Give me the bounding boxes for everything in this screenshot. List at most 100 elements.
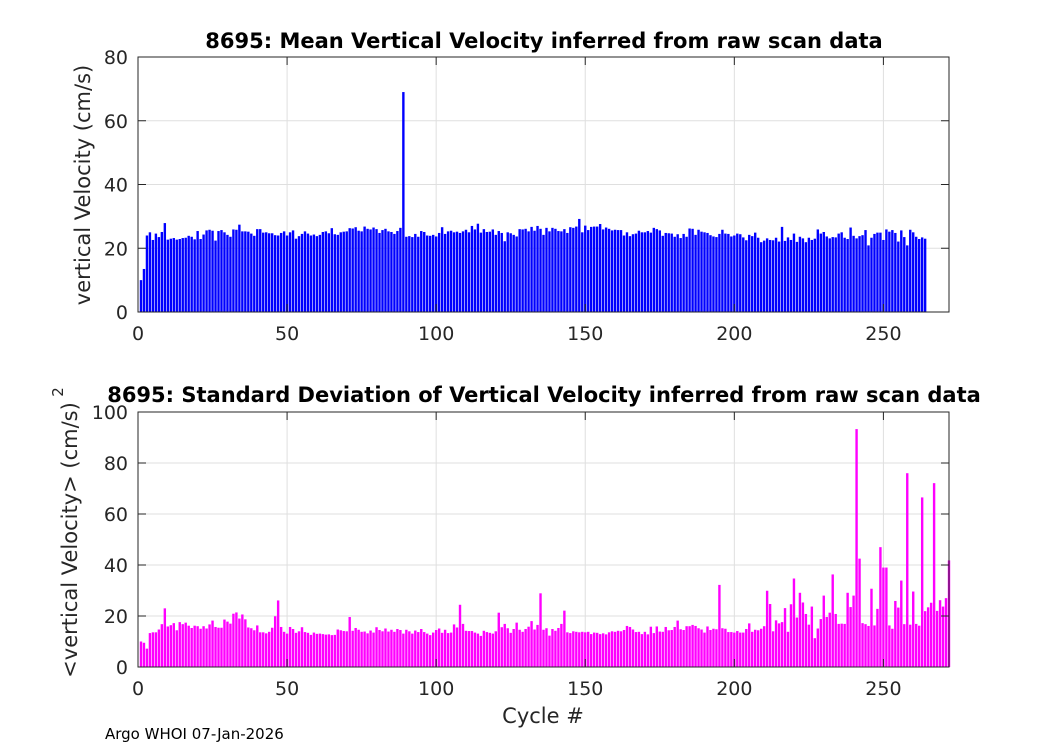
mean-bar (303, 231, 307, 312)
mean-bar (768, 239, 772, 312)
std-x-tick-label: 100 (418, 678, 454, 700)
mean-bar (843, 237, 846, 312)
mean-bar (700, 231, 703, 312)
mean-bar (774, 237, 778, 312)
std-bar (279, 626, 283, 667)
std-bar (828, 612, 831, 667)
std-bar (661, 631, 664, 667)
mean-bar (163, 223, 167, 312)
mean-ticks (137, 56, 949, 313)
mean-y-tick-label: 80 (104, 47, 128, 69)
mean-bar (652, 227, 656, 312)
std-bar (414, 630, 417, 667)
std-bar (810, 606, 814, 667)
mean-bar (223, 232, 226, 312)
std-bar (900, 580, 903, 667)
mean-bar (542, 234, 545, 312)
mean-bar (306, 233, 310, 312)
mean-bar (363, 226, 366, 312)
std-bar (634, 632, 638, 667)
mean-bar (408, 236, 411, 312)
mean-bar (190, 236, 193, 312)
std-bar (372, 632, 375, 667)
std-bar (578, 632, 581, 667)
std-bar (944, 598, 948, 667)
mean-bar (235, 229, 238, 312)
std-y-tick-label: 0 (116, 657, 128, 679)
mean-bar (217, 231, 220, 312)
mean-bar (521, 229, 524, 312)
std-bar (560, 623, 563, 667)
std-bar (935, 610, 939, 667)
mean-bar (566, 232, 569, 312)
mean-bar (515, 236, 518, 312)
std-bar (500, 627, 503, 667)
mean-bar (745, 240, 748, 312)
std-bar (718, 584, 721, 667)
std-bar (592, 632, 596, 667)
std-bar (390, 629, 393, 667)
std-bar (700, 629, 703, 667)
mean-bar (387, 231, 390, 312)
mean-bar (339, 232, 342, 312)
mean-bar (431, 234, 435, 312)
mean-bar (384, 228, 387, 312)
mean-bar (420, 231, 423, 312)
mean-bar (587, 230, 590, 312)
mean-y-tick-labels: 0 20 40 60 80 (104, 47, 128, 324)
std-bar (530, 621, 533, 667)
mean-bar (792, 233, 796, 312)
std-bar (151, 632, 155, 667)
std-bar (646, 634, 650, 667)
mean-bar (646, 231, 650, 312)
std-bar (619, 631, 623, 667)
mean-bar (467, 232, 471, 312)
std-bar (339, 630, 342, 667)
std-bar (345, 631, 348, 667)
std-bar (533, 629, 536, 667)
mean-velocity-panel: 8695: Mean Vertical Velocity inferred fr… (71, 29, 950, 345)
mean-bar (423, 231, 426, 312)
mean-bar (610, 230, 614, 312)
mean-bar (733, 235, 736, 312)
mean-bar (452, 232, 456, 312)
mean-bar (181, 238, 184, 312)
mean-x-tick-label: 150 (567, 323, 603, 345)
std-x-tick-label: 150 (567, 678, 603, 700)
std-bar (572, 631, 575, 667)
std-bar (449, 632, 453, 667)
std-bar (396, 629, 399, 667)
mean-bar (506, 232, 509, 312)
std-bar (226, 621, 229, 667)
std-bar (876, 608, 879, 667)
std-bar (777, 623, 781, 667)
mean-bar (676, 234, 679, 312)
std-y-tick-labels: 0 20 40 60 80 100 (92, 402, 128, 679)
std-bar (590, 634, 593, 667)
std-bar (375, 627, 378, 667)
mean-bar (512, 234, 515, 312)
std-bar (676, 620, 679, 667)
std-bar (253, 630, 256, 667)
std-bars (139, 429, 951, 668)
mean-bar (256, 229, 259, 313)
mean-bar (184, 237, 187, 312)
std-bar (434, 630, 438, 667)
mean-x-tick-label: 100 (418, 323, 454, 345)
std-bar (774, 620, 778, 667)
std-plot-area (138, 412, 949, 667)
mean-bar (202, 234, 205, 312)
mean-bar (545, 227, 548, 312)
std-bar (622, 630, 626, 667)
mean-bar (706, 232, 709, 312)
std-bar (399, 630, 402, 667)
mean-bar (488, 231, 492, 312)
mean-bar (434, 236, 438, 312)
mean-bar (754, 232, 757, 312)
mean-bar (199, 239, 202, 312)
mean-bar (598, 224, 602, 312)
mean-bar (622, 235, 626, 312)
std-bar (437, 628, 441, 667)
mean-bar (590, 226, 593, 312)
mean-bar (882, 239, 885, 312)
